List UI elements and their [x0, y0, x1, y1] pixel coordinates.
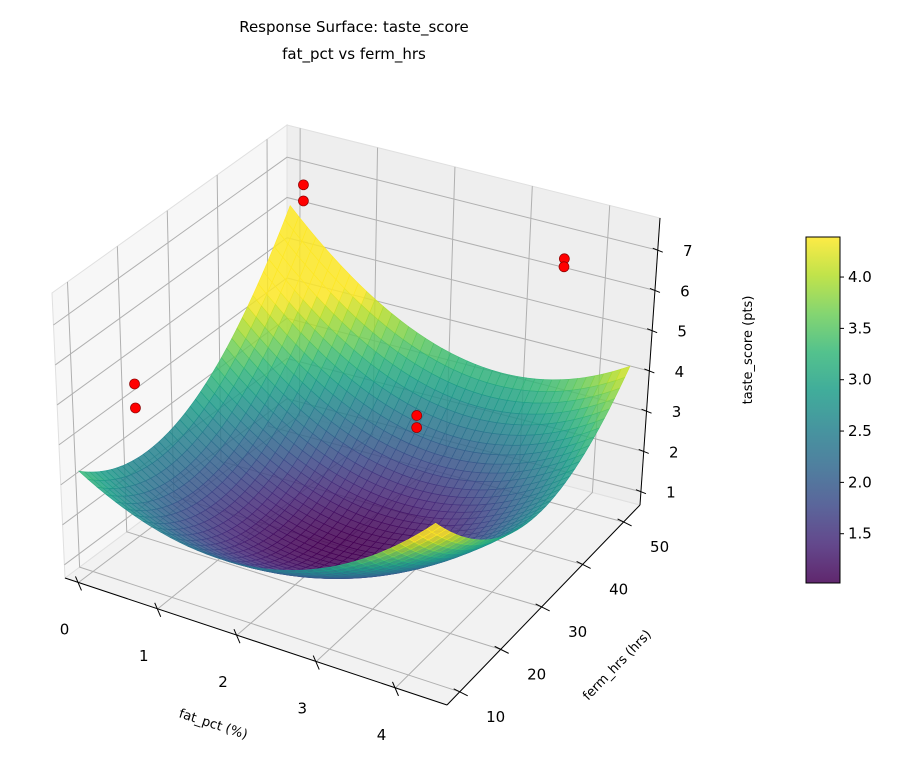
x-tick: [75, 576, 82, 591]
y-tick: [453, 688, 468, 697]
x-tick: [312, 655, 320, 670]
data-point: [130, 402, 141, 414]
colorbar-gradient: [805, 236, 841, 584]
data-point: [411, 422, 423, 433]
y-gridline: [116, 246, 501, 650]
y-tick-label: 50: [650, 538, 669, 556]
z-tick-label: 1: [666, 484, 676, 502]
y-tick-label: 30: [568, 623, 587, 641]
z-tick-label: 4: [675, 363, 685, 381]
x-gridline: [395, 205, 611, 689]
z-axis-label: taste_score (pts): [741, 296, 756, 405]
y-tick-label: 40: [609, 580, 628, 598]
axes: 0 1 2 3 4 10 20 30 40 50 1 2 3 4 5 6 7: [60, 217, 693, 744]
z-tick-label: 7: [683, 242, 693, 260]
x-tick: [154, 602, 162, 618]
y-tick: [494, 645, 509, 654]
x-axis-label: fat_pct (%): [177, 707, 249, 743]
colorbar-tick-label: 2.5: [848, 422, 872, 440]
surface: [78, 204, 631, 579]
z-tick: [652, 247, 663, 253]
z-gridline: [54, 196, 656, 366]
data-point: [411, 410, 423, 421]
z-tick: [635, 489, 647, 495]
z-tick-label: 5: [677, 323, 687, 341]
x-tick: [233, 628, 241, 644]
data-point: [298, 179, 309, 191]
z-tick-label: 3: [672, 403, 682, 421]
y-tick: [617, 518, 632, 527]
y-gridline: [66, 281, 460, 693]
z-tick: [641, 408, 652, 414]
z-tick-label: 6: [680, 282, 690, 300]
y-axis-label: ferm_hrs (hrs): [580, 627, 655, 703]
x-tick-label: 1: [139, 647, 149, 665]
chart-title: Response Surface: taste_score: [239, 18, 469, 37]
x-tick-label: 2: [218, 673, 228, 691]
x-tick-label: 0: [60, 620, 70, 638]
x-tick-label: 4: [377, 726, 387, 744]
z-gridline: [53, 156, 658, 326]
z-tick: [649, 287, 661, 293]
y-tick: [535, 603, 550, 612]
x-tick: [392, 681, 399, 697]
scatter-points: [129, 179, 570, 433]
y-tick: [576, 561, 591, 569]
y-axis-line: [446, 504, 641, 706]
colorbar-tick-label: 3.0: [848, 371, 872, 389]
data-point: [558, 261, 570, 273]
z-tick: [646, 328, 658, 334]
z-axis-line: [639, 217, 661, 506]
colorbar-tick-label: 2.0: [848, 473, 872, 491]
data-point: [298, 195, 309, 207]
x-axis-line: [64, 577, 448, 706]
z-tick-label: 2: [669, 443, 679, 461]
surface-facet: [426, 522, 442, 533]
chart-subtitle: fat_pct vs ferm_hrs: [282, 45, 426, 64]
colorbar-tick-label: 1.5: [848, 525, 872, 543]
x-tick-label: 3: [297, 700, 307, 718]
y-tick-label: 10: [486, 708, 505, 726]
data-point: [129, 378, 140, 390]
z-tick: [644, 368, 655, 374]
y-tick-label: 20: [527, 665, 546, 683]
colorbar-tick-label: 3.5: [848, 319, 872, 337]
colorbar-tick-label: 4.0: [848, 268, 872, 286]
colorbar: 1.5 2.0 2.5 3.0 3.5 4.0: [805, 236, 872, 584]
z-tick: [638, 448, 649, 454]
